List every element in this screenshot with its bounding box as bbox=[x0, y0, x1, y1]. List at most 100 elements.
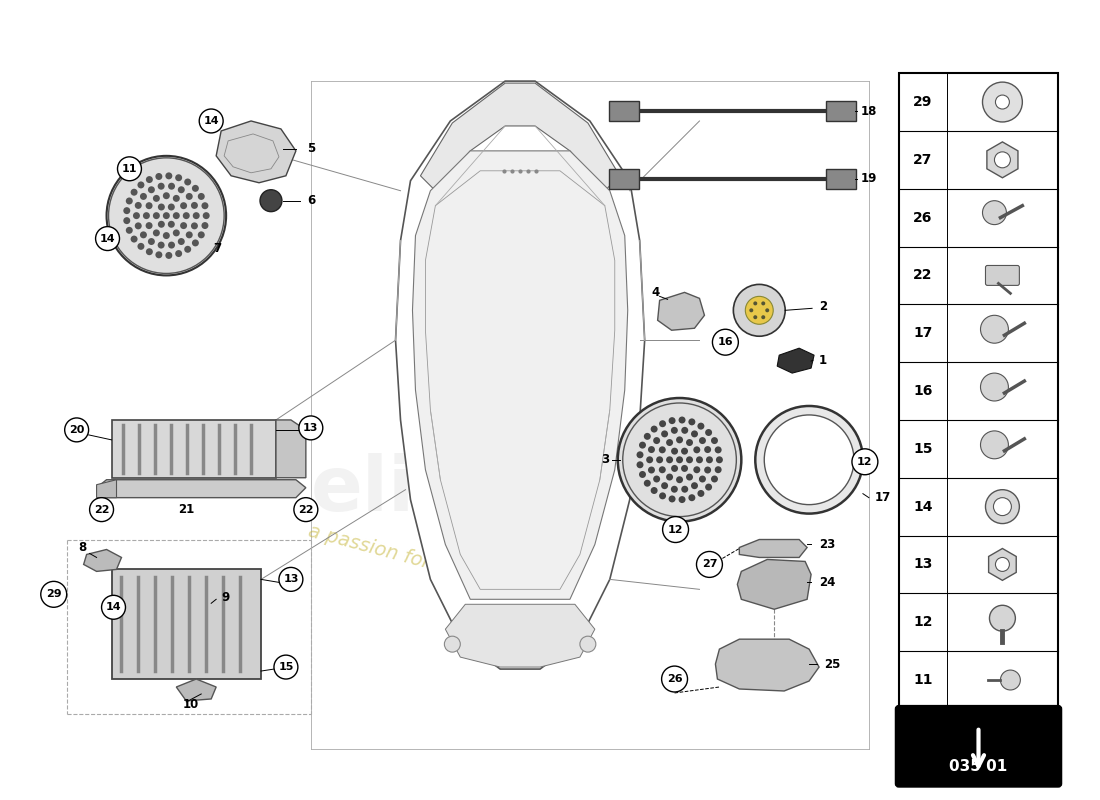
Polygon shape bbox=[739, 539, 807, 558]
Circle shape bbox=[691, 482, 698, 489]
Circle shape bbox=[168, 221, 175, 228]
Circle shape bbox=[698, 437, 706, 444]
Circle shape bbox=[155, 251, 163, 258]
Text: 1: 1 bbox=[820, 354, 827, 366]
Circle shape bbox=[143, 212, 150, 219]
Text: 12: 12 bbox=[668, 525, 683, 534]
Circle shape bbox=[659, 420, 667, 427]
Circle shape bbox=[198, 231, 205, 238]
Circle shape bbox=[186, 231, 192, 238]
Circle shape bbox=[444, 636, 460, 652]
Circle shape bbox=[689, 418, 695, 426]
Text: 9: 9 bbox=[221, 591, 230, 604]
Polygon shape bbox=[420, 83, 619, 190]
Polygon shape bbox=[737, 559, 811, 610]
Circle shape bbox=[140, 231, 147, 238]
Circle shape bbox=[659, 446, 666, 454]
Circle shape bbox=[756, 406, 862, 514]
Text: 22: 22 bbox=[298, 505, 314, 514]
Circle shape bbox=[686, 456, 693, 463]
Circle shape bbox=[155, 173, 163, 180]
Circle shape bbox=[713, 330, 738, 355]
FancyBboxPatch shape bbox=[111, 570, 261, 679]
Circle shape bbox=[123, 207, 130, 214]
Circle shape bbox=[133, 212, 140, 219]
Circle shape bbox=[163, 232, 169, 239]
Circle shape bbox=[1000, 670, 1021, 690]
Circle shape bbox=[671, 465, 678, 472]
Circle shape bbox=[199, 109, 223, 133]
Circle shape bbox=[146, 248, 153, 255]
Circle shape bbox=[168, 203, 175, 210]
Circle shape bbox=[184, 178, 191, 186]
Circle shape bbox=[648, 446, 654, 453]
Circle shape bbox=[661, 430, 668, 438]
Circle shape bbox=[163, 192, 169, 199]
Circle shape bbox=[749, 308, 754, 312]
Polygon shape bbox=[412, 151, 628, 599]
Circle shape bbox=[671, 427, 678, 434]
Text: 26: 26 bbox=[667, 674, 682, 684]
Circle shape bbox=[686, 474, 693, 481]
Circle shape bbox=[697, 490, 704, 497]
Circle shape bbox=[715, 466, 722, 473]
Circle shape bbox=[274, 655, 298, 679]
Polygon shape bbox=[396, 81, 645, 669]
Circle shape bbox=[173, 230, 179, 236]
Circle shape bbox=[761, 315, 766, 319]
Circle shape bbox=[145, 222, 153, 229]
Text: 26: 26 bbox=[913, 210, 933, 225]
Circle shape bbox=[158, 221, 165, 228]
Circle shape bbox=[653, 437, 660, 444]
Circle shape bbox=[125, 198, 133, 205]
Text: 15: 15 bbox=[913, 442, 933, 456]
Text: 12: 12 bbox=[857, 457, 872, 466]
Text: 14: 14 bbox=[204, 116, 219, 126]
Circle shape bbox=[138, 182, 144, 189]
Circle shape bbox=[676, 436, 683, 443]
Circle shape bbox=[639, 442, 646, 449]
Circle shape bbox=[580, 636, 596, 652]
Circle shape bbox=[153, 195, 159, 202]
Polygon shape bbox=[217, 121, 296, 182]
Circle shape bbox=[65, 418, 89, 442]
Circle shape bbox=[696, 551, 723, 578]
Circle shape bbox=[180, 222, 187, 229]
Circle shape bbox=[184, 246, 191, 253]
Circle shape bbox=[679, 496, 685, 503]
Circle shape bbox=[123, 217, 130, 224]
Circle shape bbox=[618, 398, 741, 522]
Circle shape bbox=[294, 498, 318, 522]
Circle shape bbox=[693, 446, 701, 454]
Circle shape bbox=[982, 82, 1022, 122]
Text: 2: 2 bbox=[820, 300, 827, 313]
Circle shape bbox=[681, 448, 688, 454]
Text: 16: 16 bbox=[717, 338, 734, 347]
Circle shape bbox=[153, 230, 159, 236]
Circle shape bbox=[198, 193, 205, 200]
Circle shape bbox=[996, 95, 1010, 109]
Text: 29: 29 bbox=[913, 95, 933, 109]
Circle shape bbox=[175, 174, 183, 182]
Circle shape bbox=[676, 456, 683, 463]
Text: 27: 27 bbox=[702, 559, 717, 570]
Circle shape bbox=[698, 475, 706, 482]
Circle shape bbox=[157, 242, 165, 249]
Circle shape bbox=[168, 242, 175, 249]
Circle shape bbox=[165, 252, 173, 259]
Text: 11: 11 bbox=[122, 164, 138, 174]
Circle shape bbox=[734, 285, 785, 336]
Circle shape bbox=[696, 456, 703, 463]
Circle shape bbox=[173, 212, 179, 219]
Circle shape bbox=[659, 492, 667, 499]
Circle shape bbox=[705, 429, 712, 436]
FancyBboxPatch shape bbox=[111, 420, 276, 478]
Circle shape bbox=[147, 238, 155, 245]
Circle shape bbox=[704, 446, 711, 453]
Circle shape bbox=[659, 466, 666, 474]
Circle shape bbox=[662, 517, 689, 542]
Circle shape bbox=[125, 227, 133, 234]
Circle shape bbox=[180, 202, 187, 209]
Polygon shape bbox=[97, 480, 306, 498]
Text: 12: 12 bbox=[913, 615, 933, 630]
